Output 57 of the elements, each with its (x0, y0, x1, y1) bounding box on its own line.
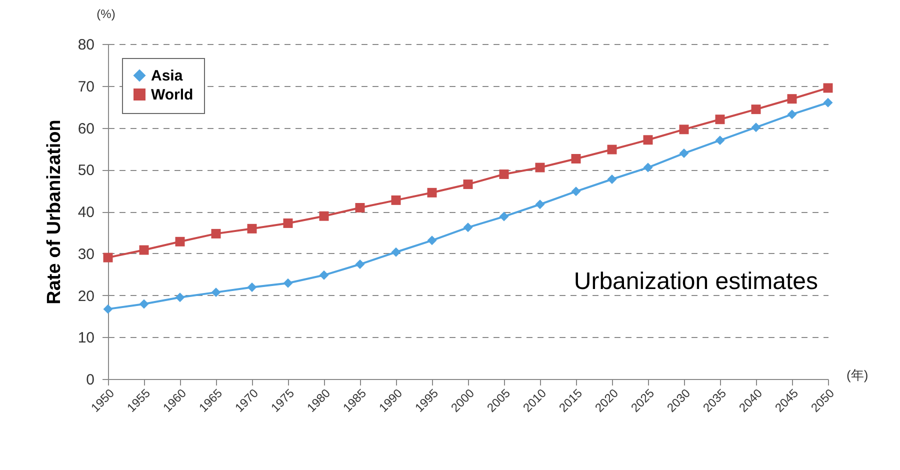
point (319, 270, 329, 280)
point (643, 162, 653, 172)
y-tick-label: 20 (78, 288, 94, 305)
y-tick-label: 40 (78, 204, 94, 221)
point (499, 169, 509, 179)
text: (%) (96, 7, 116, 21)
point (139, 299, 149, 309)
point (823, 83, 833, 93)
point (211, 228, 221, 238)
x-axis-title: (年) (846, 368, 868, 382)
point (463, 180, 473, 190)
point (643, 135, 653, 145)
point (139, 245, 149, 255)
point (607, 144, 617, 154)
point (571, 154, 581, 164)
point (787, 94, 797, 104)
point (175, 292, 185, 302)
point (679, 148, 689, 158)
point (427, 188, 437, 198)
y-tick-label: 10 (78, 330, 94, 347)
y-tick-label: 0 (86, 372, 94, 388)
legend-label: Asia (151, 68, 184, 84)
point (535, 200, 545, 210)
legend-label: World (151, 86, 194, 104)
point (787, 110, 797, 120)
point (751, 104, 761, 114)
annotation: Urbanization estimates (574, 268, 818, 295)
y-tick-label: 70 (78, 78, 94, 96)
point (391, 247, 401, 257)
point (103, 304, 113, 314)
y-tick-label: 80 (78, 36, 94, 54)
point (427, 236, 437, 246)
point (751, 122, 761, 132)
point (607, 174, 617, 184)
y-axis-title: Rate of Urbanization (44, 120, 65, 304)
point (499, 212, 509, 222)
point (211, 288, 221, 298)
point (247, 224, 257, 234)
point (535, 162, 545, 172)
point (103, 252, 113, 262)
point (175, 236, 185, 246)
y-tick-label: 60 (78, 120, 94, 138)
point (823, 98, 833, 108)
point (319, 211, 329, 221)
point (679, 124, 689, 134)
y-tick-label: 50 (78, 162, 94, 180)
point (715, 136, 725, 146)
point (355, 260, 365, 270)
point (355, 202, 365, 212)
point (463, 222, 473, 232)
point (571, 186, 581, 196)
point (391, 195, 401, 205)
point (283, 278, 293, 288)
point (283, 218, 293, 228)
point (715, 114, 725, 124)
point (247, 282, 257, 292)
y-tick-label: 30 (78, 246, 94, 263)
